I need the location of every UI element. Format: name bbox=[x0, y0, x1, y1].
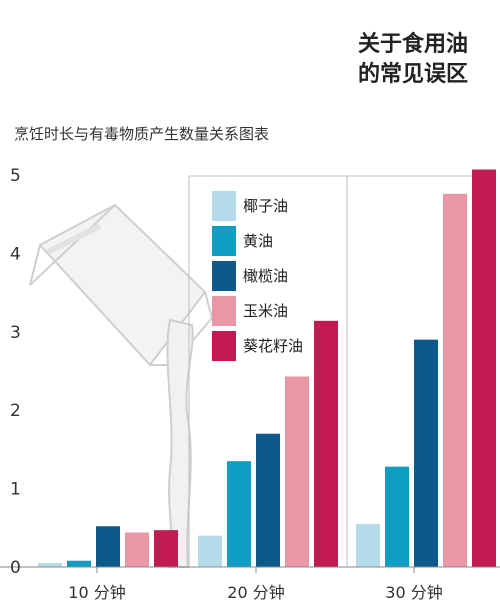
legend-label: 玉米油 bbox=[243, 302, 288, 320]
legend-swatch bbox=[212, 331, 236, 361]
chart-bars bbox=[38, 169, 496, 568]
x-tick-label: 10 分钟 bbox=[68, 583, 125, 602]
bar-橄榄油-30 分钟 bbox=[414, 339, 438, 567]
legend-swatch bbox=[212, 296, 236, 326]
y-tick-label: 4 bbox=[10, 244, 21, 264]
bar-玉米油-30 分钟 bbox=[443, 193, 467, 568]
legend-label: 葵花籽油 bbox=[243, 337, 303, 355]
y-tick-label: 1 bbox=[10, 480, 21, 500]
bar-椰子油-10 分钟 bbox=[38, 563, 62, 567]
bar-玉米油-20 分钟 bbox=[285, 376, 309, 567]
headline: 关于食用油 的常见误区 bbox=[268, 30, 468, 90]
bar-椰子油-20 分钟 bbox=[198, 535, 222, 567]
bar-黄油-20 分钟 bbox=[227, 461, 251, 567]
bar-葵花籽油-20 分钟 bbox=[314, 320, 338, 567]
chart-axes: 0 1 2 3 4 5 10 分钟 20 分钟 30 分钟 bbox=[0, 166, 500, 602]
bar-椰子油-30 分钟 bbox=[356, 523, 380, 567]
bar-黄油-30 分钟 bbox=[385, 466, 409, 567]
legend-swatch bbox=[212, 191, 236, 221]
legend-label: 橄榄油 bbox=[243, 267, 288, 285]
legend-label: 黄油 bbox=[243, 232, 273, 250]
chart-grid bbox=[188, 175, 495, 567]
y-tick-label: 0 bbox=[10, 558, 21, 578]
bar-黄油-10 分钟 bbox=[67, 560, 91, 567]
bar-葵花籽油-10 分钟 bbox=[154, 530, 178, 567]
legend-label: 椰子油 bbox=[243, 197, 288, 215]
y-tick-label: 5 bbox=[10, 166, 21, 186]
y-tick-label: 3 bbox=[10, 323, 21, 343]
bar-橄榄油-20 分钟 bbox=[256, 433, 280, 567]
x-tick-label: 30 分钟 bbox=[385, 583, 442, 602]
x-tick-label: 20 分钟 bbox=[227, 583, 284, 602]
headline-line-1: 关于食用油 bbox=[357, 32, 468, 57]
bar-葵花籽油-30 分钟 bbox=[472, 169, 496, 567]
bar-橄榄油-10 分钟 bbox=[96, 526, 120, 567]
oil-pouring-illustration bbox=[29, 203, 214, 568]
legend-swatch bbox=[212, 261, 236, 291]
chart-title: 烹饪时长与有毒物质产生数量关系图表 bbox=[14, 125, 270, 143]
headline-line-2: 的常见误区 bbox=[357, 62, 468, 87]
bar-玉米油-10 分钟 bbox=[125, 532, 149, 567]
legend-swatch bbox=[212, 226, 236, 256]
y-tick-label: 2 bbox=[10, 401, 21, 421]
